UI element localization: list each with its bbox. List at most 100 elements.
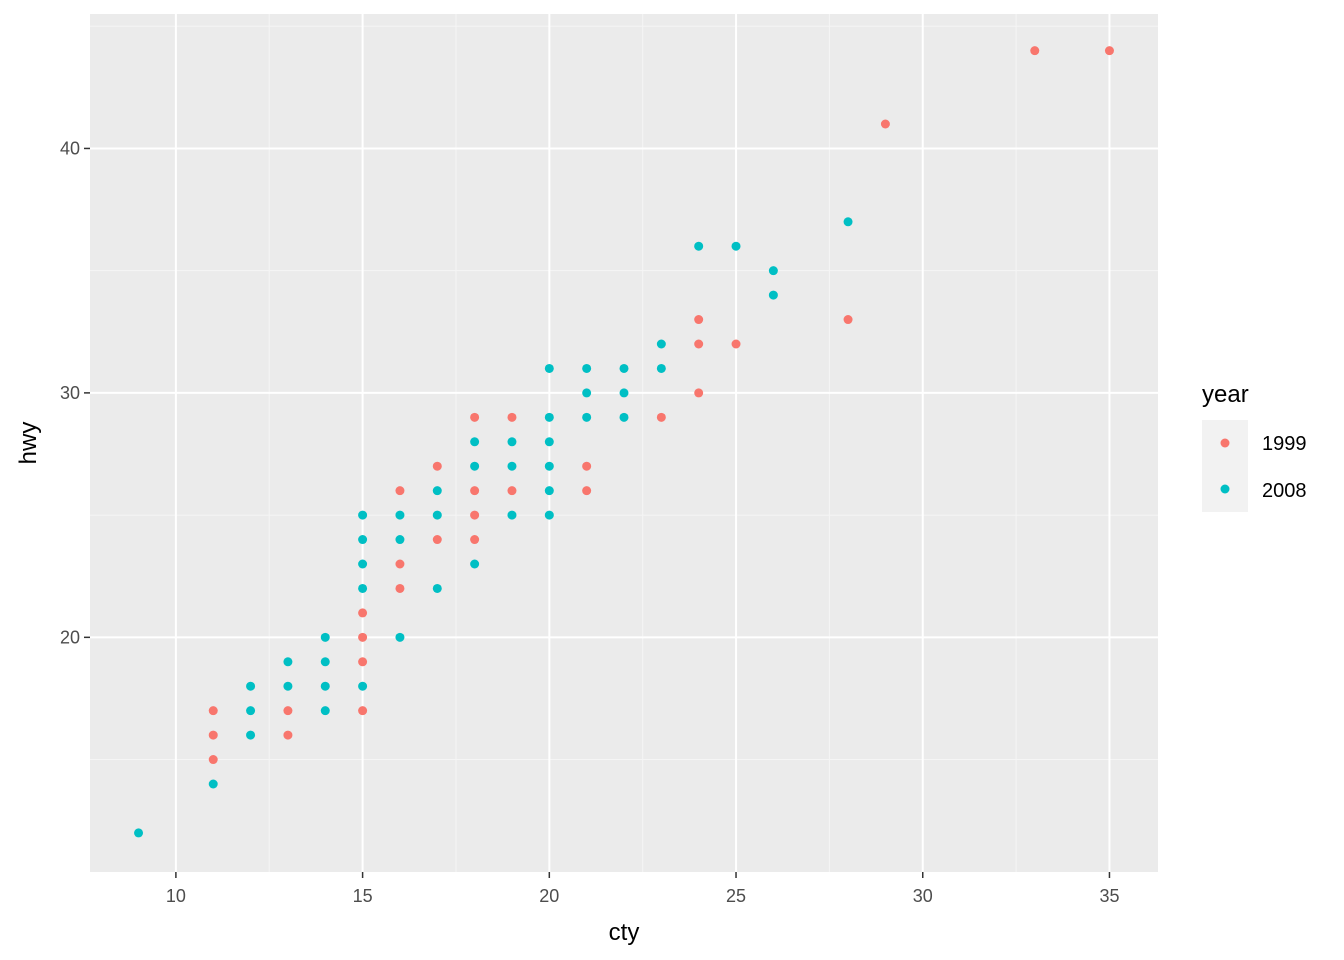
point-2008	[544, 412, 554, 422]
data-points	[134, 46, 1114, 838]
point-2008	[246, 706, 256, 716]
y-tick-label: 40	[60, 138, 80, 158]
point-1999	[470, 535, 480, 545]
point-1999	[208, 730, 218, 740]
point-2008	[544, 461, 554, 471]
x-tick-label: 15	[353, 886, 373, 906]
point-1999	[694, 315, 704, 325]
point-2008	[619, 388, 629, 398]
point-1999	[358, 657, 368, 667]
point-1999	[432, 535, 442, 545]
point-2008	[432, 510, 442, 520]
legend-swatch-1999	[1220, 438, 1230, 448]
point-2008	[283, 657, 293, 667]
point-1999	[470, 412, 480, 422]
point-2008	[582, 388, 592, 398]
point-2008	[507, 461, 517, 471]
x-axis-title: cty	[609, 919, 640, 946]
point-2008	[358, 535, 368, 545]
point-1999	[582, 461, 592, 471]
point-2008	[619, 363, 629, 373]
point-1999	[656, 412, 666, 422]
point-2008	[544, 363, 554, 373]
point-1999	[358, 608, 368, 618]
point-1999	[470, 486, 480, 496]
point-2008	[656, 339, 666, 349]
point-2008	[507, 437, 517, 447]
point-2008	[470, 559, 480, 569]
point-2008	[358, 681, 368, 691]
point-1999	[395, 486, 405, 496]
legend-label-1999: 1999	[1262, 433, 1307, 455]
legend-label-2008: 2008	[1262, 480, 1307, 502]
point-2008	[320, 657, 330, 667]
point-2008	[656, 363, 666, 373]
legend: year 1999 2008	[1202, 381, 1307, 512]
point-2008	[432, 486, 442, 496]
point-2008	[395, 535, 405, 545]
point-2008	[731, 241, 741, 251]
point-1999	[470, 510, 480, 520]
point-1999	[1030, 46, 1040, 56]
point-1999	[843, 315, 853, 325]
point-1999	[694, 339, 704, 349]
y-axis-ticks: 20 30 40	[60, 138, 90, 647]
point-2008	[134, 828, 144, 838]
point-1999	[507, 412, 517, 422]
x-tick-label: 30	[913, 886, 933, 906]
point-1999	[283, 730, 293, 740]
point-2008	[470, 437, 480, 447]
point-2008	[320, 681, 330, 691]
point-2008	[246, 681, 256, 691]
plot-panel	[90, 14, 1158, 872]
point-2008	[843, 217, 853, 227]
x-tick-label: 35	[1099, 886, 1119, 906]
y-tick-label: 30	[60, 383, 80, 403]
point-2008	[582, 412, 592, 422]
x-tick-label: 10	[166, 886, 186, 906]
point-2008	[358, 510, 368, 520]
point-1999	[507, 486, 517, 496]
point-1999	[582, 486, 592, 496]
point-2008	[768, 266, 778, 276]
point-2008	[432, 583, 442, 593]
point-1999	[731, 339, 741, 349]
point-2008	[358, 583, 368, 593]
point-2008	[246, 730, 256, 740]
minor-gridlines	[90, 14, 1158, 872]
point-2008	[768, 290, 778, 300]
legend-swatch-2008	[1220, 484, 1230, 494]
point-2008	[507, 510, 517, 520]
x-axis-ticks: 10 15 20 25 30 35	[166, 872, 1119, 906]
point-1999	[432, 461, 442, 471]
point-2008	[358, 559, 368, 569]
point-2008	[208, 779, 218, 789]
point-1999	[1104, 46, 1114, 56]
point-1999	[208, 755, 218, 765]
point-2008	[544, 437, 554, 447]
point-2008	[395, 510, 405, 520]
point-2008	[694, 241, 704, 251]
point-2008	[320, 632, 330, 642]
point-2008	[470, 461, 480, 471]
point-2008	[619, 412, 629, 422]
point-2008	[320, 706, 330, 716]
point-1999	[358, 632, 368, 642]
legend-title: year	[1202, 381, 1249, 408]
point-1999	[395, 559, 405, 569]
point-2008	[283, 681, 293, 691]
y-axis-title: hwy	[15, 422, 42, 465]
x-tick-label: 20	[539, 886, 559, 906]
point-1999	[395, 583, 405, 593]
point-2008	[544, 510, 554, 520]
point-1999	[880, 119, 890, 129]
y-tick-label: 20	[60, 627, 80, 647]
point-2008	[544, 486, 554, 496]
point-2008	[582, 363, 592, 373]
point-1999	[694, 388, 704, 398]
x-tick-label: 25	[726, 886, 746, 906]
point-2008	[395, 632, 405, 642]
point-1999	[208, 706, 218, 716]
